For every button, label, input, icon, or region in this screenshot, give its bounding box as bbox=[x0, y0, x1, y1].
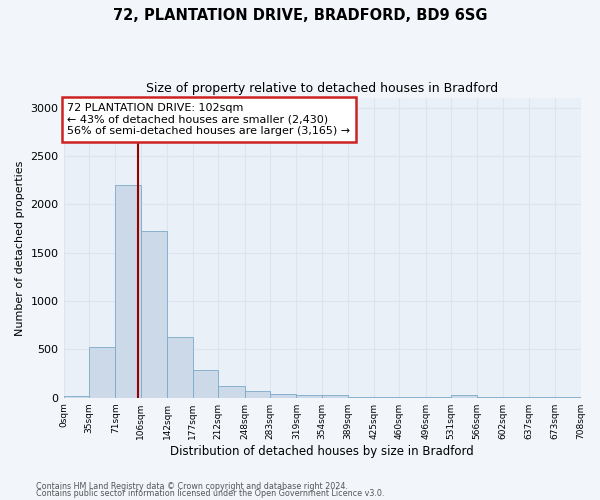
Text: Contains HM Land Registry data © Crown copyright and database right 2024.: Contains HM Land Registry data © Crown c… bbox=[36, 482, 348, 491]
Bar bbox=[141, 232, 167, 398]
Text: Contains public sector information licensed under the Open Government Licence v3: Contains public sector information licen… bbox=[36, 490, 385, 498]
Title: Size of property relative to detached houses in Bradford: Size of property relative to detached ho… bbox=[146, 82, 498, 96]
Bar bbox=[245, 392, 270, 398]
Bar bbox=[218, 386, 245, 398]
X-axis label: Distribution of detached houses by size in Bradford: Distribution of detached houses by size … bbox=[170, 444, 474, 458]
Bar bbox=[322, 395, 347, 398]
Bar bbox=[89, 348, 115, 398]
Bar bbox=[270, 394, 296, 398]
Text: 72, PLANTATION DRIVE, BRADFORD, BD9 6SG: 72, PLANTATION DRIVE, BRADFORD, BD9 6SG bbox=[113, 8, 487, 22]
Bar bbox=[167, 337, 193, 398]
Bar bbox=[193, 370, 218, 398]
Bar bbox=[115, 185, 141, 398]
Bar bbox=[64, 396, 89, 398]
Text: 72 PLANTATION DRIVE: 102sqm
← 43% of detached houses are smaller (2,430)
56% of : 72 PLANTATION DRIVE: 102sqm ← 43% of det… bbox=[67, 103, 350, 136]
Bar bbox=[296, 395, 322, 398]
Y-axis label: Number of detached properties: Number of detached properties bbox=[15, 160, 25, 336]
Bar bbox=[451, 395, 477, 398]
